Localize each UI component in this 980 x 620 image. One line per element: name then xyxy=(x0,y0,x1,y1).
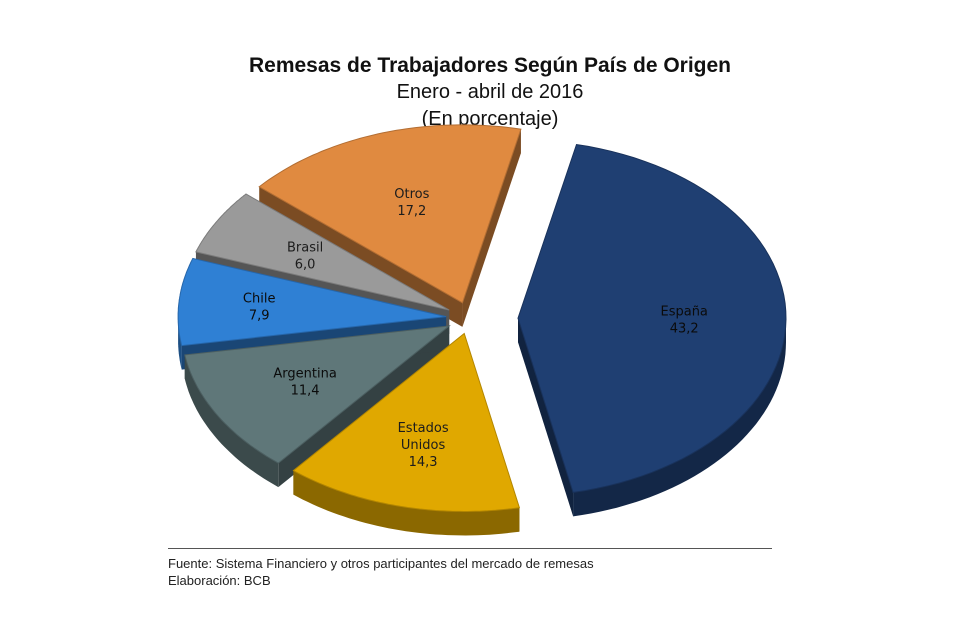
source-note: Fuente: Sistema Financiero y otros parti… xyxy=(168,556,594,571)
slice-top xyxy=(517,143,787,493)
slice-value-label: 14,3 xyxy=(409,455,438,470)
chart-title: Remesas de Trabajadores Según País de Or… xyxy=(248,54,732,77)
slice-wall xyxy=(462,129,521,327)
chart-subtitle: Enero - abril de 2016 xyxy=(396,81,584,103)
slice-value-label: 43,2 xyxy=(670,321,699,336)
pie-slice-estados-unidos: Estados Unidos 14,3 xyxy=(292,332,521,536)
slice-category-label: Unidos xyxy=(401,438,446,453)
slice-rim xyxy=(184,354,279,488)
slice-value-label: 17,2 xyxy=(397,204,426,219)
slice-top xyxy=(184,325,451,464)
footnotes: Fuente: Sistema Financiero y otros parti… xyxy=(168,555,594,589)
slice-category-label: Otros xyxy=(394,187,429,202)
pie-slice-argentina: Argentina 11,4 xyxy=(184,325,451,488)
slice-top xyxy=(258,124,522,304)
slice-category-label: Chile xyxy=(243,292,276,307)
slice-wall xyxy=(517,318,574,517)
pie-slice-españa: España 43,2 xyxy=(517,143,787,517)
slice-top xyxy=(292,332,521,512)
slice-category-label: Brasil xyxy=(287,241,323,256)
slice-rim xyxy=(573,318,786,517)
slice-rim xyxy=(178,316,182,370)
slice-value-label: 11,4 xyxy=(291,383,320,398)
slice-value-label: 7,9 xyxy=(249,309,270,324)
slice-category-label: Argentina xyxy=(273,366,336,381)
credit-note: Elaboración: BCB xyxy=(168,573,271,588)
slice-category-label: España xyxy=(660,304,707,319)
slice-value-label: 6,0 xyxy=(295,258,316,273)
slice-top xyxy=(177,257,447,347)
footnote-divider xyxy=(168,548,772,549)
slice-top xyxy=(195,193,450,311)
slice-wall xyxy=(278,325,450,488)
slice-category-label: Estados xyxy=(398,421,449,436)
slice-rim xyxy=(293,470,520,536)
